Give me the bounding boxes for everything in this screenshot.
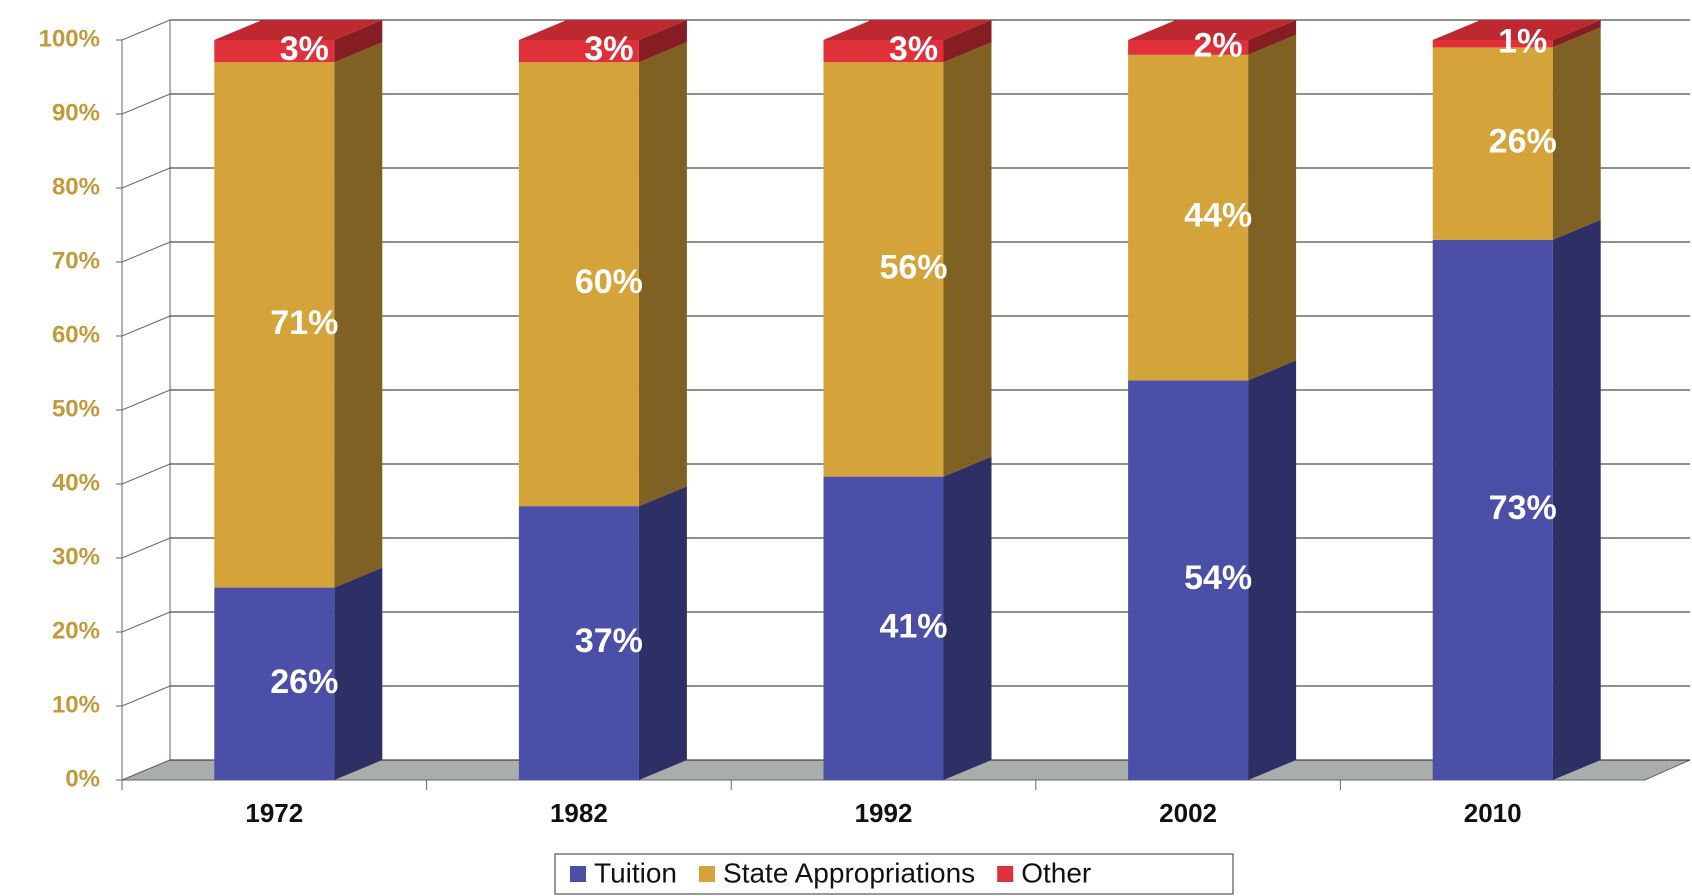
value-label: 54% — [1184, 559, 1252, 597]
bar-segment — [214, 587, 335, 780]
bar-segment — [1432, 47, 1553, 240]
value-label: 3% — [889, 30, 938, 68]
x-tick-label: 1982 — [550, 798, 608, 828]
bar-segment — [518, 62, 639, 507]
grid-diagonal — [121, 685, 171, 707]
bar-side — [638, 486, 687, 780]
bar-segment — [823, 476, 944, 780]
bar-segment — [823, 62, 944, 477]
bar-top — [1432, 20, 1601, 40]
legend-label: State Appropriations — [723, 857, 975, 888]
bar-side — [1552, 27, 1601, 240]
y-tick-label: 80% — [52, 173, 100, 200]
grid-diagonal — [121, 759, 171, 781]
y-tick-label: 50% — [52, 395, 100, 422]
bar-segment — [1128, 54, 1249, 381]
y-tick-label: 70% — [52, 247, 100, 274]
value-label: 2% — [1194, 26, 1243, 64]
bar-side — [1552, 219, 1601, 781]
bar-top — [823, 20, 992, 40]
value-label: 56% — [879, 248, 947, 286]
bar-segment — [214, 62, 335, 588]
bar-segment — [1128, 380, 1249, 780]
value-label: 41% — [879, 607, 947, 645]
bar-top — [1128, 20, 1297, 40]
bar-segment — [1432, 40, 1553, 48]
value-label: 44% — [1184, 197, 1252, 235]
x-tick-label: 2002 — [1159, 798, 1217, 828]
bar-segment — [518, 40, 639, 63]
value-label: 60% — [575, 263, 643, 301]
x-tick-label: 2010 — [1464, 798, 1522, 828]
y-tick-label: 60% — [52, 321, 100, 348]
bar-side — [943, 456, 992, 780]
bar-side — [334, 20, 383, 63]
bar-side — [1248, 360, 1297, 780]
bar-side — [638, 42, 687, 507]
value-label: 71% — [270, 304, 338, 342]
grid-diagonal — [121, 315, 171, 337]
bar-side — [943, 20, 992, 63]
bar-side — [1248, 20, 1297, 55]
grid-diagonal — [121, 537, 171, 559]
bar-side — [943, 42, 992, 477]
grid-diagonal — [121, 611, 171, 633]
legend-swatch — [997, 866, 1014, 882]
y-tick-label: 40% — [52, 469, 100, 496]
grid-diagonal — [121, 93, 171, 115]
y-tick-label: 30% — [52, 543, 100, 570]
value-label: 37% — [575, 622, 643, 660]
bar-segment — [518, 506, 639, 780]
legend-swatch — [570, 866, 586, 882]
bar-segment — [214, 40, 335, 63]
grid-diagonal — [121, 241, 171, 263]
x-tick-label: 1972 — [245, 798, 303, 828]
grid-diagonal — [121, 463, 171, 485]
bar-side — [1552, 20, 1601, 48]
value-label: 1% — [1498, 23, 1547, 61]
value-label: 26% — [1489, 123, 1557, 161]
legend-label: Other — [1021, 857, 1091, 888]
grid-diagonal — [121, 389, 171, 411]
bar-top — [518, 20, 687, 40]
bar-side — [334, 567, 383, 780]
bar-segment — [1432, 239, 1553, 781]
grid-diagonal — [121, 19, 171, 41]
y-tick-label: 20% — [52, 617, 100, 644]
bar-side — [1248, 34, 1297, 381]
bar-segment — [1128, 40, 1249, 55]
bar-segment — [823, 40, 944, 63]
y-tick-label: 90% — [52, 99, 100, 126]
legend-swatch — [699, 866, 716, 882]
y-tick-label: 100% — [39, 25, 100, 52]
value-label: 73% — [1489, 489, 1557, 527]
bar-side — [638, 20, 687, 63]
y-tick-label: 10% — [52, 691, 100, 718]
grid-diagonal — [121, 167, 171, 189]
value-label: 26% — [270, 663, 338, 701]
x-tick-label: 1992 — [855, 798, 913, 828]
bar-top — [214, 20, 383, 40]
value-label: 3% — [280, 30, 329, 68]
legend-label: Tuition — [594, 857, 677, 888]
y-tick-label: 0% — [65, 765, 100, 792]
value-label: 3% — [584, 30, 633, 68]
bar-side — [334, 42, 383, 588]
legend — [554, 853, 1234, 895]
